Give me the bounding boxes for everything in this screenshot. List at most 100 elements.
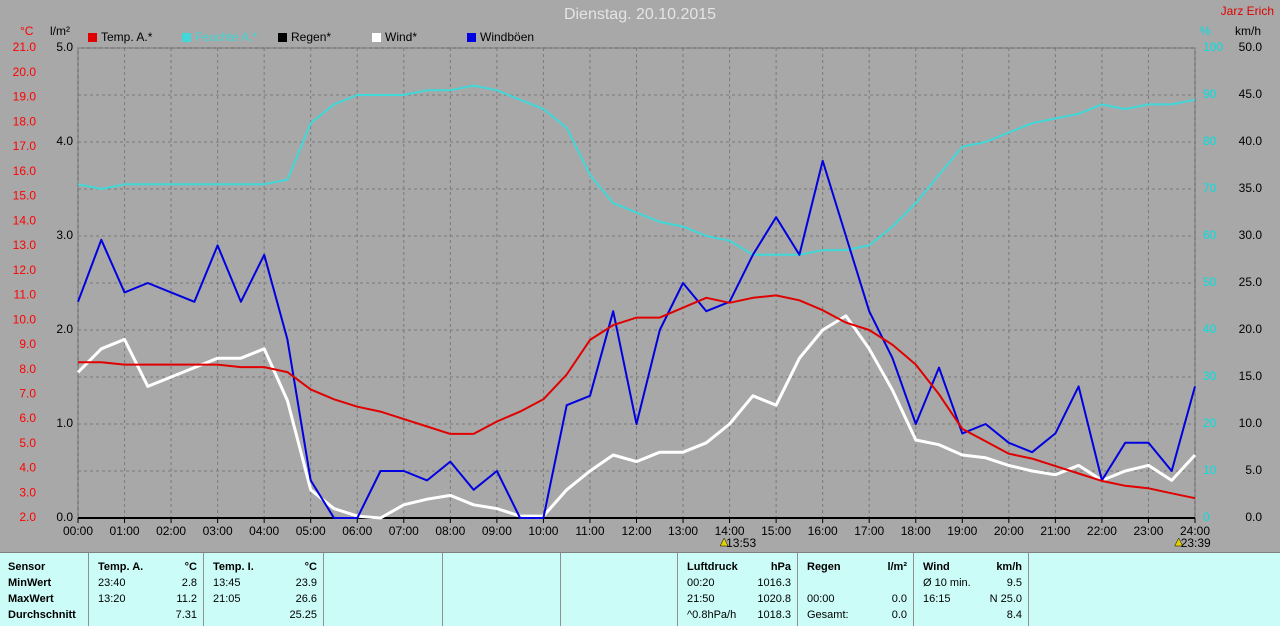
y-tick-label: 50 [1203,275,1217,289]
y-tick-label: 90 [1203,87,1217,101]
x-tick-label: 00:00 [63,524,93,538]
y-tick-label: 4.0 [19,461,36,475]
table-cell: Sensor [8,561,46,573]
table-cell: Luftdruck [687,561,738,573]
table-cell: 26.6 [295,593,317,605]
y-tick-label: 8.0 [19,362,36,376]
legend-label: Feuchte A.* [195,30,257,44]
annotation-marker [1174,537,1184,547]
y-tick-label: 20.0 [13,65,37,79]
x-tick-label: 12:00 [621,524,651,538]
table-cell: Ø 10 min. [923,577,971,589]
table-cell: 25.25 [289,609,317,621]
legend-label: Windböen [480,30,534,44]
axis-title: l/m² [50,24,70,38]
x-tick-label: 24:00 [1180,524,1210,538]
y-tick-label: 10.0 [1239,416,1263,430]
axis-title: km/h [1235,24,1261,38]
table-cell: 13:45 [213,577,241,589]
y-tick-label: 60 [1203,228,1217,242]
table-cell: 00:00 [807,593,835,605]
y-tick-label: 5.0 [56,40,73,54]
y-tick-label: 6.0 [19,411,36,425]
table-cell: 1016.3 [757,577,791,589]
y-tick-label: 5.0 [1245,463,1262,477]
chart: Dienstag. 20.10.2015 Jarz Erich °C 2.0 3.0… [12,4,1274,551]
table-cell: 23:40 [98,577,126,589]
series-line [76,314,1197,520]
table-cell: 00:20 [687,577,715,589]
x-tick-label: 06:00 [342,524,372,538]
table-cell: Wind [923,561,950,573]
y-tick-label: 7.0 [19,386,36,400]
y-tick-label: 4.0 [56,134,73,148]
table-cell: 8.4 [1006,609,1022,621]
legend-label: Regen* [291,30,331,44]
legend-swatch [88,33,97,42]
column-separator [323,553,324,626]
column-separator [797,553,798,626]
y-tick-label: 40 [1203,322,1217,336]
table-cell: Temp. A. [98,561,144,573]
table-cell: 21:50 [687,593,715,605]
axis-title: % [1200,24,1211,38]
table-cell: 16:15 [923,593,951,605]
y-tick-label: 45.0 [1239,87,1263,101]
annotation: 23:39 [1181,536,1211,550]
y-tick-label: 20 [1203,416,1217,430]
table-cell: Durchschnitt [8,609,76,621]
series-line [78,294,1196,500]
table-cell: 11.2 [176,593,197,605]
y-tick-label: 100 [1203,40,1223,54]
table-cell: 9.5 [1006,577,1022,589]
y-tick-label: 16.0 [13,164,37,178]
stats-table: Sensor Temp. A. °C Temp. I. °C Luftdruck hPa Re… [0,552,1280,626]
x-tick-label: 13:00 [668,524,698,538]
y-tick-label: 3.0 [19,485,36,499]
x-tick-label: 16:00 [808,524,838,538]
y-tick-label: 2.0 [19,510,36,524]
column-separator [677,553,678,626]
y-tick-label: 9.0 [19,337,36,351]
column-separator [913,553,914,626]
column-separator [442,553,443,626]
x-tick-label: 05:00 [296,524,326,538]
table-cell: °C [184,561,197,573]
table-cell: km/h [996,561,1022,573]
y-tick-label: 20.0 [1239,322,1263,336]
column-separator [560,553,561,626]
y-tick-label: 15.0 [13,189,37,203]
legend-swatch [372,33,381,42]
y-tick-label: 70 [1203,181,1217,195]
y-tick-label: 12.0 [13,263,37,277]
y-tick-label: 30.0 [1239,228,1263,242]
x-tick-label: 09:00 [482,524,512,538]
x-tick-label: 04:00 [249,524,279,538]
table-cell: 0.0 [891,593,907,605]
y-tick-label: 0.0 [1245,510,1262,524]
table-cell: 13:20 [98,593,126,605]
y-tick-label: 19.0 [13,90,37,104]
series-line [77,159,1196,519]
x-tick-label: 19:00 [947,524,977,538]
table-cell: N 25.0 [989,593,1022,605]
y-tick-label: 5.0 [19,436,36,450]
table-cell: Gesamt: [807,609,849,621]
y-tick-label: 3.0 [56,228,73,242]
y-tick-label: 80 [1203,134,1217,148]
table-cell: hPa [770,561,791,573]
x-tick-label: 21:00 [1040,524,1070,538]
y-tick-label: 14.0 [13,213,37,227]
table-cell: l/m² [887,561,907,573]
table-cell: MaxWert [8,593,54,605]
x-tick-label: 03:00 [203,524,233,538]
x-tick-label: 01:00 [110,524,140,538]
y-tick-label: 1.0 [56,416,73,430]
x-tick-label: 14:00 [715,524,745,538]
legend-swatch [278,33,287,42]
table-cell: 1020.8 [757,593,791,605]
table-cell: Regen [807,561,841,573]
y-tick-label: 0.0 [56,510,73,524]
y-tick-label: 25.0 [1239,275,1263,289]
